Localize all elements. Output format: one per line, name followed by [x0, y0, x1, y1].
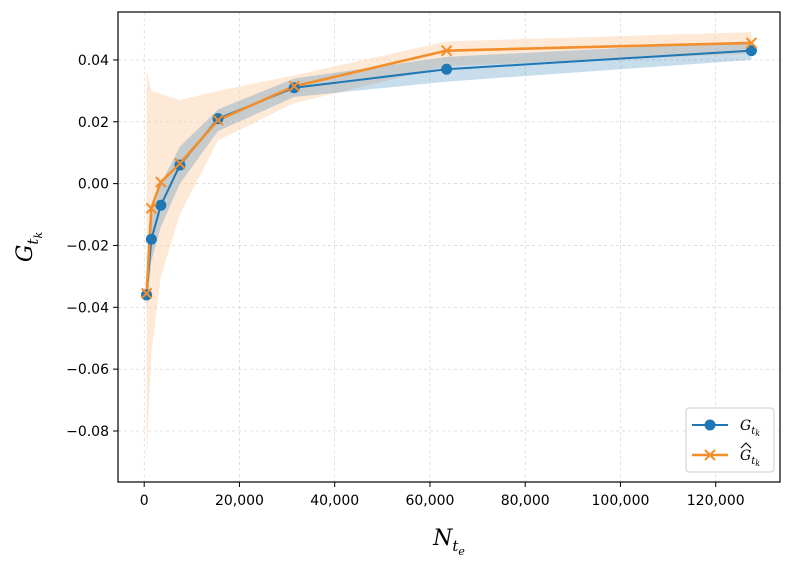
point-g-hat	[145, 202, 158, 215]
y-tick-label: −0.08	[66, 424, 109, 440]
x-axis-label-base: N	[432, 526, 453, 551]
point-g	[155, 199, 167, 211]
point-g	[141, 289, 153, 301]
y-tick-label: 0.00	[78, 177, 109, 193]
y-axis-label: Gtk	[13, 232, 45, 263]
legend-label-g: Gtk	[740, 418, 760, 438]
plot-background	[118, 12, 780, 482]
y-tick-label: −0.04	[66, 300, 109, 316]
legend-label-g-sub: t	[751, 426, 756, 437]
x-tick-label: 100,000	[592, 493, 650, 509]
x-tick-label: 80,000	[501, 493, 550, 509]
legend-marker-g	[704, 419, 716, 431]
legend-label-ghat-base: G	[740, 448, 751, 464]
x-tick-label: 40,000	[310, 493, 359, 509]
legend-label-g-base: G	[740, 418, 751, 434]
y-axis: −0.08 −0.06 −0.04 −0.02 0.00 0.02 0.04	[66, 53, 118, 440]
plot-frame	[117, 11, 781, 483]
legend-label-ghat-sub: t	[751, 456, 756, 467]
point-g	[745, 45, 757, 57]
legend-box	[685, 407, 775, 473]
y-tick-label: −0.06	[66, 362, 109, 378]
point-g-hat	[440, 44, 453, 57]
point-g	[441, 63, 453, 75]
x-axis: 0 20,000 40,000 60,000 80,000 100,000 120,000	[140, 482, 745, 509]
x-axis-label: Nte	[432, 526, 465, 558]
legend-marker-ghat	[704, 449, 716, 461]
x-axis-label-subsub: e	[458, 545, 465, 558]
y-tick-label: −0.02	[66, 238, 109, 254]
legend: Gtk Gtk	[685, 407, 775, 473]
y-axis-label-base: G	[13, 245, 38, 263]
x-tick-label: 60,000	[405, 493, 454, 509]
point-g-hat	[155, 176, 167, 188]
y-axis-label-subsub: k	[32, 232, 45, 239]
x-tick-label: 20,000	[215, 493, 264, 509]
point-g-hat	[140, 287, 153, 300]
series-lines	[145, 41, 752, 296]
x-tick-label: 120,000	[687, 493, 745, 509]
point-g-hat	[745, 37, 758, 49]
y-tick-label: 0.04	[78, 53, 109, 69]
point-g	[288, 82, 300, 94]
legend-label-ghat: Gtk	[740, 448, 760, 468]
legend-hat-ghat	[740, 442, 752, 449]
point-g-hat	[174, 157, 186, 170]
y-tick-label: 0.02	[78, 115, 109, 131]
point-g-hat	[288, 80, 300, 92]
x-axis-label-sub: t	[452, 537, 459, 555]
y-axis-label-sub: t	[24, 238, 42, 245]
legend-label-ghat-subsub: k	[755, 459, 760, 468]
series-line-g-hat	[145, 41, 752, 294]
point-g	[212, 113, 224, 125]
point-g-hat	[212, 114, 224, 126]
legend-label-g-subsub: k	[755, 429, 760, 438]
point-g	[174, 159, 186, 171]
x-tick-label: 0	[140, 493, 149, 509]
series-markers	[140, 37, 758, 301]
point-g	[145, 233, 157, 245]
